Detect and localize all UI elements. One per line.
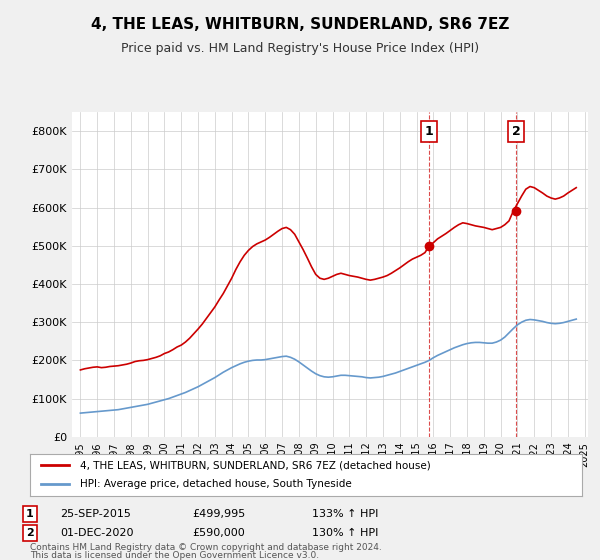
Text: Contains HM Land Registry data © Crown copyright and database right 2024.: Contains HM Land Registry data © Crown c… [30, 543, 382, 552]
Text: 01-DEC-2020: 01-DEC-2020 [60, 528, 133, 538]
Text: This data is licensed under the Open Government Licence v3.0.: This data is licensed under the Open Gov… [30, 551, 319, 560]
Text: 1: 1 [424, 125, 433, 138]
Text: Price paid vs. HM Land Registry's House Price Index (HPI): Price paid vs. HM Land Registry's House … [121, 42, 479, 55]
Text: HPI: Average price, detached house, South Tyneside: HPI: Average price, detached house, Sout… [80, 479, 352, 489]
Text: 4, THE LEAS, WHITBURN, SUNDERLAND, SR6 7EZ: 4, THE LEAS, WHITBURN, SUNDERLAND, SR6 7… [91, 17, 509, 32]
Text: 133% ↑ HPI: 133% ↑ HPI [312, 509, 379, 519]
Text: 2: 2 [26, 528, 34, 538]
Text: 130% ↑ HPI: 130% ↑ HPI [312, 528, 379, 538]
Text: £499,995: £499,995 [192, 509, 245, 519]
Text: 2: 2 [512, 125, 520, 138]
Text: 1: 1 [26, 509, 34, 519]
Text: £590,000: £590,000 [192, 528, 245, 538]
Text: 4, THE LEAS, WHITBURN, SUNDERLAND, SR6 7EZ (detached house): 4, THE LEAS, WHITBURN, SUNDERLAND, SR6 7… [80, 460, 430, 470]
Text: 25-SEP-2015: 25-SEP-2015 [60, 509, 131, 519]
